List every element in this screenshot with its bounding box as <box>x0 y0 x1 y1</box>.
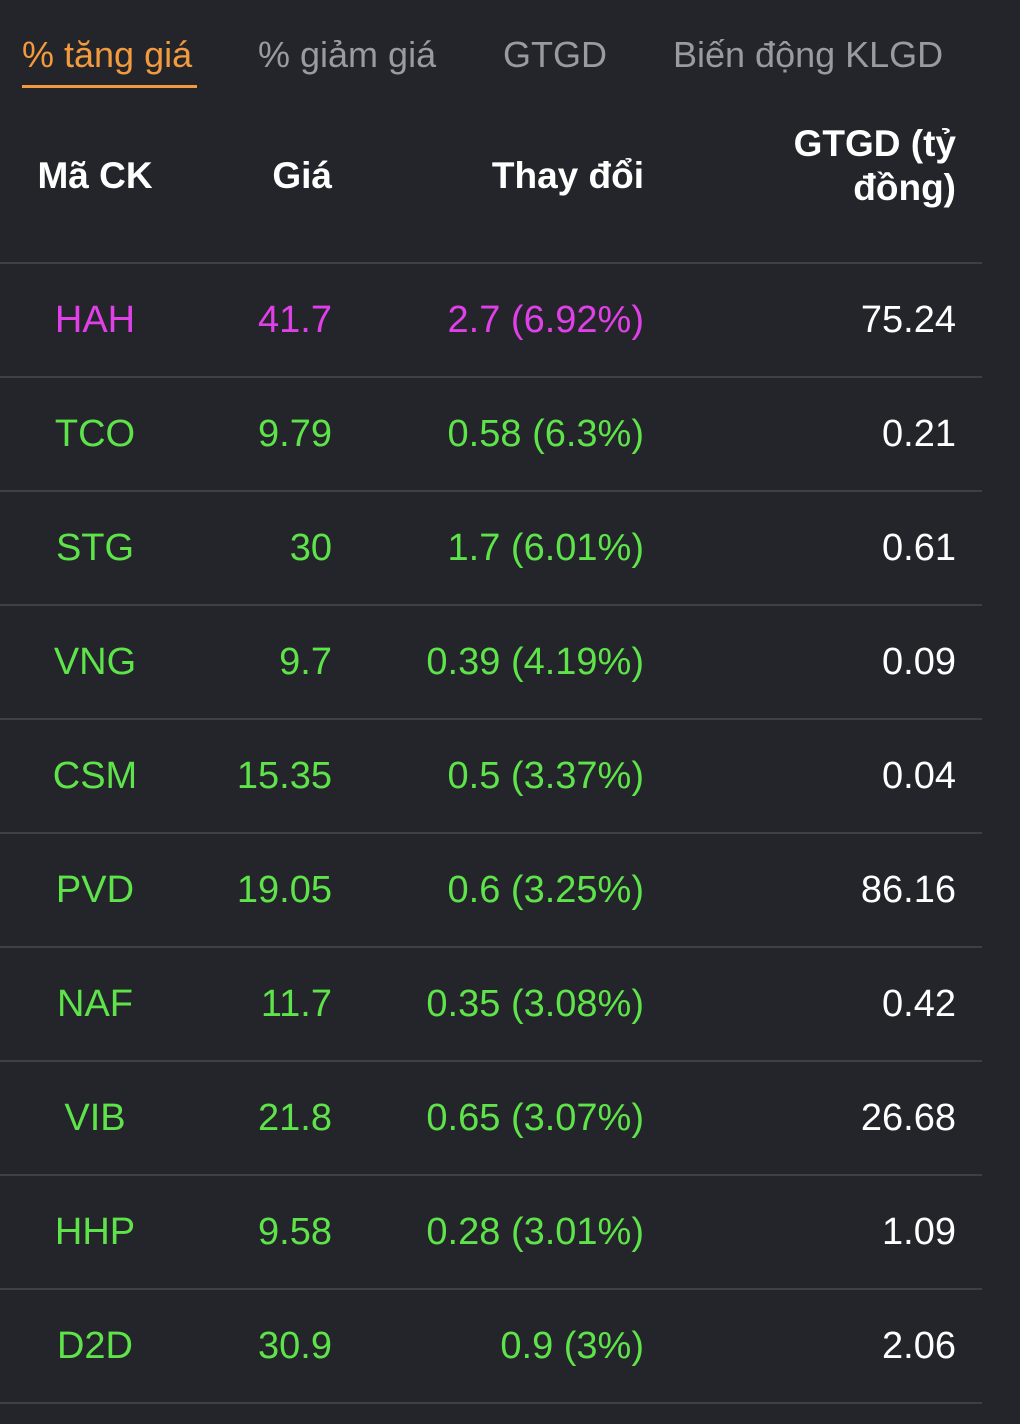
stock-trading-value: 1.09 <box>882 1211 956 1253</box>
table-header: Mã CK Giá Thay đổi GTGD (tỷ đồng) <box>0 100 982 264</box>
stock-price: 9.7 <box>279 641 332 683</box>
table-row[interactable]: HAH 41.7 2.7 (6.92%) 75.24 <box>0 264 982 378</box>
tab-trading-value[interactable]: GTGD <box>503 34 607 75</box>
stock-code[interactable]: D2D <box>56 1325 134 1367</box>
table-row[interactable]: HHP 9.58 0.28 (3.01%) 1.09 <box>0 1176 982 1290</box>
stock-code[interactable]: PVD <box>55 869 135 911</box>
stock-trading-value: 0.42 <box>882 983 956 1025</box>
tab-top-gainers[interactable]: % tăng giá <box>22 34 193 75</box>
stock-change: 0.28 (3.01%) <box>426 1211 644 1253</box>
table-row[interactable]: TCO 9.79 0.58 (6.3%) 0.21 <box>0 378 982 492</box>
stock-code[interactable]: HAH <box>54 299 136 341</box>
table-row[interactable]: VIB 21.8 0.65 (3.07%) 26.68 <box>0 1062 982 1176</box>
table-row[interactable]: D2D 30.9 0.9 (3%) 2.06 <box>0 1290 982 1404</box>
stock-change: 0.5 (3.37%) <box>447 755 644 797</box>
header-code: Mã CK <box>37 155 153 196</box>
stock-price: 19.05 <box>236 869 332 911</box>
stock-change: 2.7 (6.92%) <box>447 299 644 341</box>
active-tab-indicator <box>22 85 197 88</box>
table-body: HAH 41.7 2.7 (6.92%) 75.24 TCO 9.79 0.58 (6.3%… <box>0 264 982 1404</box>
stock-change: 0.6 (3.25%) <box>447 869 644 911</box>
table-row[interactable]: VNG 9.7 0.39 (4.19%) 0.09 <box>0 606 982 720</box>
header-value-line1: GTGD (tỷ <box>793 123 956 164</box>
tab-top-losers[interactable]: % giảm giá <box>258 34 437 75</box>
header-price: Giá <box>272 155 332 196</box>
table-row[interactable]: PVD 19.05 0.6 (3.25%) 86.16 <box>0 834 982 948</box>
stock-price: 9.79 <box>258 413 332 455</box>
tab-bar: % tăng giá % giảm giá GTGD Biến động KLG… <box>0 0 1020 100</box>
stock-table: Mã CK Giá Thay đổi GTGD (tỷ đồng) HAH 41.… <box>0 100 982 1404</box>
table-row[interactable]: NAF 11.7 0.35 (3.08%) 0.42 <box>0 948 982 1062</box>
header-value: GTGD (tỷ đồng) <box>644 122 956 210</box>
stock-code[interactable]: HHP <box>54 1211 136 1253</box>
stock-price: 15.35 <box>236 755 332 797</box>
stock-price: 30 <box>289 527 332 569</box>
stock-trading-value: 0.09 <box>882 641 956 683</box>
stock-trading-value: 86.16 <box>860 869 956 911</box>
stock-code[interactable]: CSM <box>52 755 138 797</box>
table-row[interactable]: STG 30 1.7 (6.01%) 0.61 <box>0 492 982 606</box>
stock-trading-value: 2.06 <box>882 1325 956 1367</box>
header-change: Thay đổi <box>491 155 644 196</box>
header-value-line2: đồng) <box>853 167 956 208</box>
stock-price: 30.9 <box>258 1325 332 1367</box>
stock-code[interactable]: VIB <box>64 1097 126 1139</box>
stock-change: 1.7 (6.01%) <box>447 527 644 569</box>
stock-code[interactable]: VNG <box>53 641 137 683</box>
stock-trading-value: 26.68 <box>860 1097 956 1139</box>
stock-code[interactable]: STG <box>55 527 135 569</box>
stock-price: 41.7 <box>258 299 332 341</box>
stock-change: 0.39 (4.19%) <box>426 641 644 683</box>
stock-code[interactable]: NAF <box>57 983 133 1025</box>
stock-trading-value: 0.21 <box>882 413 956 455</box>
table-row[interactable]: CSM 15.35 0.5 (3.37%) 0.04 <box>0 720 982 834</box>
stock-trading-value: 0.61 <box>882 527 956 569</box>
stock-change: 0.35 (3.08%) <box>426 983 644 1025</box>
stock-trading-value: 75.24 <box>860 299 956 341</box>
tab-volume-change[interactable]: Biến động KLGD <box>673 34 944 75</box>
stock-change: 0.58 (6.3%) <box>447 413 644 455</box>
stock-price: 21.8 <box>258 1097 332 1139</box>
stock-price: 11.7 <box>260 983 332 1025</box>
stock-price: 9.58 <box>258 1211 332 1253</box>
stock-change: 0.9 (3%) <box>500 1325 644 1367</box>
stock-change: 0.65 (3.07%) <box>426 1097 644 1139</box>
stock-code[interactable]: TCO <box>54 413 136 455</box>
stock-trading-value: 0.04 <box>882 755 956 797</box>
